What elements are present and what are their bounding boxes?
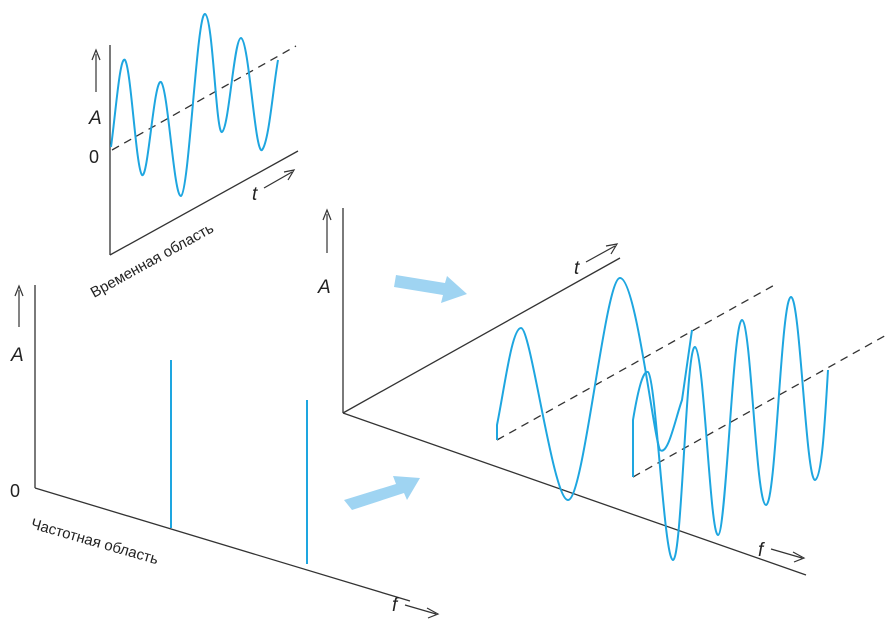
low-frequency-wave (496, 277, 693, 501)
combined-3d-panel: A t f (317, 208, 889, 576)
time-domain-panel: A 0 t Временная область (88, 12, 299, 301)
combined-a-arrow (322, 208, 332, 253)
combined-t-axis (342, 257, 621, 414)
freq-f-label: f (392, 595, 399, 616)
time-t-arrow (263, 169, 296, 189)
high-frequency-wave (632, 296, 829, 561)
arrow-from-frequency-domain (344, 476, 420, 510)
combined-f-axis (342, 412, 807, 576)
time-horizontal-axis (109, 150, 299, 256)
freq-f-arrow (404, 604, 440, 619)
combined-f-arrow (770, 548, 806, 563)
arrow-from-time-domain (394, 275, 467, 303)
combined-f-label: f (758, 540, 765, 561)
time-a-arrow (91, 48, 101, 92)
time-a-label: A (88, 108, 102, 129)
combined-t-label: t (574, 258, 580, 279)
time-waveform (110, 12, 279, 198)
low-frequency-baseline (496, 282, 779, 441)
frequency-domain-panel: A 0 Частотная область f (10, 284, 440, 619)
freq-zero-label: 0 (10, 481, 20, 501)
time-t-label: t (252, 184, 258, 205)
combined-a-label: A (317, 277, 331, 298)
combined-t-arrow (585, 243, 619, 263)
frequency-domain-label: Частотная область (29, 516, 161, 569)
high-frequency-baseline (632, 333, 889, 478)
time-zero-label: 0 (89, 147, 99, 167)
time-baseline-dashed (111, 45, 297, 151)
freq-a-arrow (14, 284, 24, 327)
freq-a-label: A (10, 345, 24, 366)
freq-horizontal-axis (34, 487, 411, 602)
